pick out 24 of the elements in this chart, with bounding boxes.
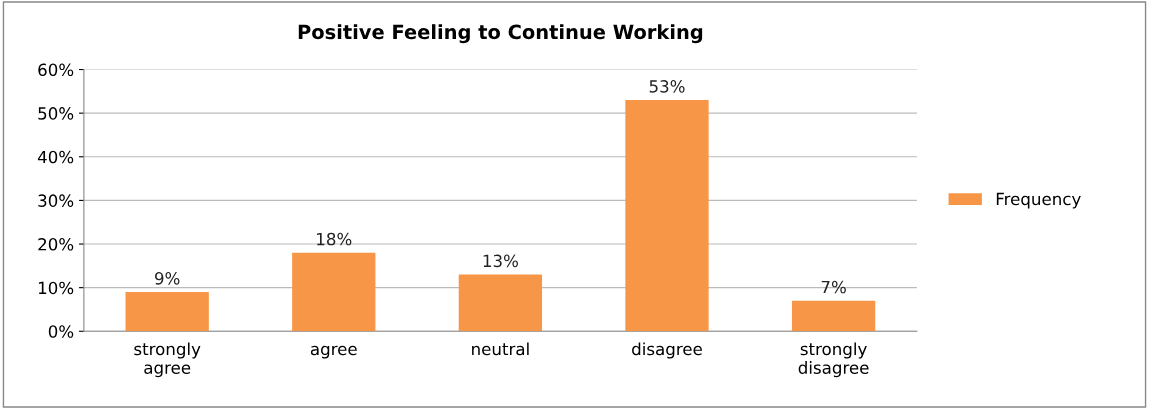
- y-tick-label: 60%: [38, 63, 74, 77]
- bar: [125, 292, 209, 332]
- chart-title: Positive Feeling to Continue Working: [298, 24, 703, 44]
- x-tick-label: agree: [310, 345, 357, 359]
- data-label: 9%: [155, 272, 180, 285]
- bar: [458, 274, 543, 332]
- y-tick-label: 40%: [37, 150, 74, 164]
- x-tick-label: strongly disagree: [798, 342, 869, 378]
- y-tick-label: 20%: [38, 238, 74, 251]
- bar: [791, 300, 876, 332]
- y-tick-label: 50%: [38, 107, 74, 120]
- x-tick-label: disagree: [632, 342, 702, 359]
- legend-label: Frequency: [996, 192, 1081, 209]
- y-tick-label: 0%: [48, 325, 74, 338]
- bar: [625, 100, 709, 332]
- data-label: 53%: [649, 80, 685, 93]
- data-label: 13%: [483, 254, 518, 268]
- bar: [292, 252, 376, 332]
- x-tick-label: neutral: [472, 342, 529, 356]
- y-tick-label: 30%: [38, 194, 74, 207]
- data-label: 7%: [821, 280, 846, 294]
- x-tick-label: strongly agree: [134, 342, 201, 378]
- y-tick-label: 10%: [38, 281, 74, 295]
- data-label: 18%: [317, 232, 352, 246]
